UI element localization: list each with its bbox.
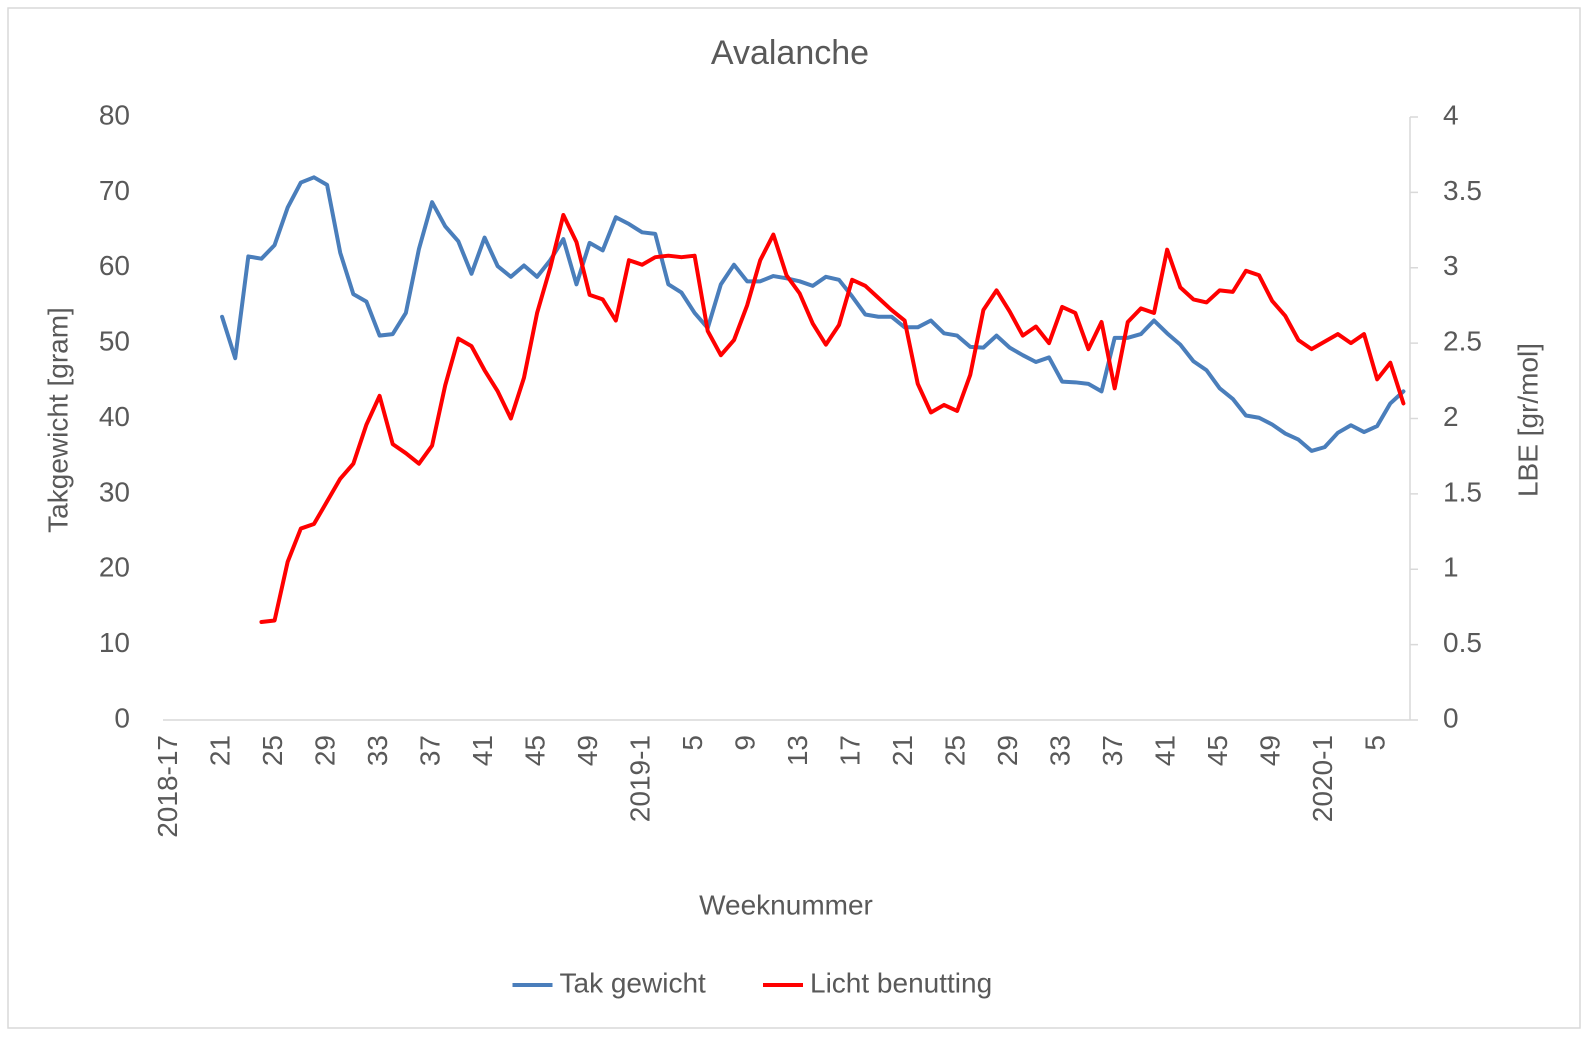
x-tick-label: 29 bbox=[309, 735, 340, 766]
y2-axis-title: LBE [gr/mol] bbox=[1512, 343, 1543, 497]
x-tick-label: 41 bbox=[467, 735, 498, 766]
y-tick-label: 80 bbox=[99, 99, 130, 130]
y2-tick-label: 3.5 bbox=[1443, 175, 1482, 206]
y-tick-label: 30 bbox=[99, 476, 130, 507]
y-tick-label: 40 bbox=[99, 401, 130, 432]
x-tick-label: 2018-17 bbox=[152, 735, 183, 838]
legend-label: Tak gewicht bbox=[560, 967, 707, 998]
x-tick-label: 17 bbox=[835, 735, 866, 766]
y2-tick-label: 1.5 bbox=[1443, 476, 1482, 507]
x-tick-label: 2020-1 bbox=[1307, 735, 1338, 822]
y-tick-label: 10 bbox=[99, 627, 130, 658]
x-tick-label: 25 bbox=[257, 735, 288, 766]
chart-border bbox=[7, 7, 1581, 1029]
x-tick-label: 45 bbox=[519, 735, 550, 766]
x-tick-label: 5 bbox=[677, 735, 708, 751]
y-tick-label: 20 bbox=[99, 552, 130, 583]
x-tick-label: 45 bbox=[1202, 735, 1233, 766]
x-tick-label: 49 bbox=[572, 735, 603, 766]
x-tick-label: 33 bbox=[1045, 735, 1076, 766]
y2-tick-label: 2.5 bbox=[1443, 326, 1482, 357]
y-tick-label: 50 bbox=[99, 326, 130, 357]
x-tick-label: 5 bbox=[1360, 735, 1391, 751]
y2-tick-label: 0 bbox=[1443, 702, 1459, 733]
data-line bbox=[220, 175, 1406, 453]
x-tick-label: 21 bbox=[887, 735, 918, 766]
x-tick-label: 9 bbox=[730, 735, 761, 751]
x-axis-title: Weeknummer bbox=[699, 889, 873, 920]
x-tick-label: 33 bbox=[362, 735, 393, 766]
x-tick-label: 21 bbox=[204, 735, 235, 766]
y-tick-label: 60 bbox=[99, 250, 130, 281]
x-tick-label: 13 bbox=[782, 735, 813, 766]
chart-title: Avalanche bbox=[711, 34, 869, 72]
x-tick-label: 49 bbox=[1255, 735, 1286, 766]
x-tick-label: 37 bbox=[1097, 735, 1128, 766]
y2-tick-label: 4 bbox=[1443, 99, 1459, 130]
x-tick-label: 29 bbox=[992, 735, 1023, 766]
legend-label: Licht benutting bbox=[810, 967, 992, 998]
x-tick-label: 37 bbox=[414, 735, 445, 766]
y2-tick-label: 1 bbox=[1443, 552, 1459, 583]
x-tick-label: 25 bbox=[940, 735, 971, 766]
data-line bbox=[259, 212, 1406, 625]
y2-tick-label: 0.5 bbox=[1443, 627, 1482, 658]
y-axis-title: Takgewicht [gram] bbox=[42, 307, 73, 533]
y2-tick-label: 3 bbox=[1443, 250, 1459, 281]
x-tick-label: 2019-1 bbox=[625, 735, 656, 822]
y2-tick-label: 2 bbox=[1443, 401, 1459, 432]
x-tick-label: 41 bbox=[1150, 735, 1181, 766]
y-tick-label: 70 bbox=[99, 175, 130, 206]
y-tick-label: 0 bbox=[114, 702, 130, 733]
